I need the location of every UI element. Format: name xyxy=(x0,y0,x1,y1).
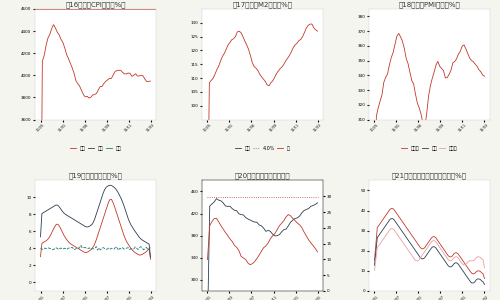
Title: 图19：美国失业率（%）: 图19：美国失业率（%） xyxy=(68,172,122,179)
Title: 图20：彭博全球矿业股指数: 图20：彭博全球矿业股指数 xyxy=(234,172,290,179)
Title: 图21：中国固定资产投资增速（%）: 图21：中国固定资产投资增速（%） xyxy=(392,172,467,179)
Title: 图16：各国CPI增速（%）: 图16：各国CPI增速（%） xyxy=(66,1,126,8)
Legend: 全社会, 制造, 房地产: 全社会, 制造, 房地产 xyxy=(400,144,460,153)
Legend: 美国, 欧元, 英国: 美国, 欧元, 英国 xyxy=(68,144,123,153)
Legend: 彭博, 4.0%, 月: 彭博, 4.0%, 月 xyxy=(234,144,292,153)
Title: 图18：各国PMI指数（%）: 图18：各国PMI指数（%） xyxy=(398,1,460,8)
Title: 图17：各国M2增速（%）: 图17：各国M2增速（%） xyxy=(232,1,292,8)
